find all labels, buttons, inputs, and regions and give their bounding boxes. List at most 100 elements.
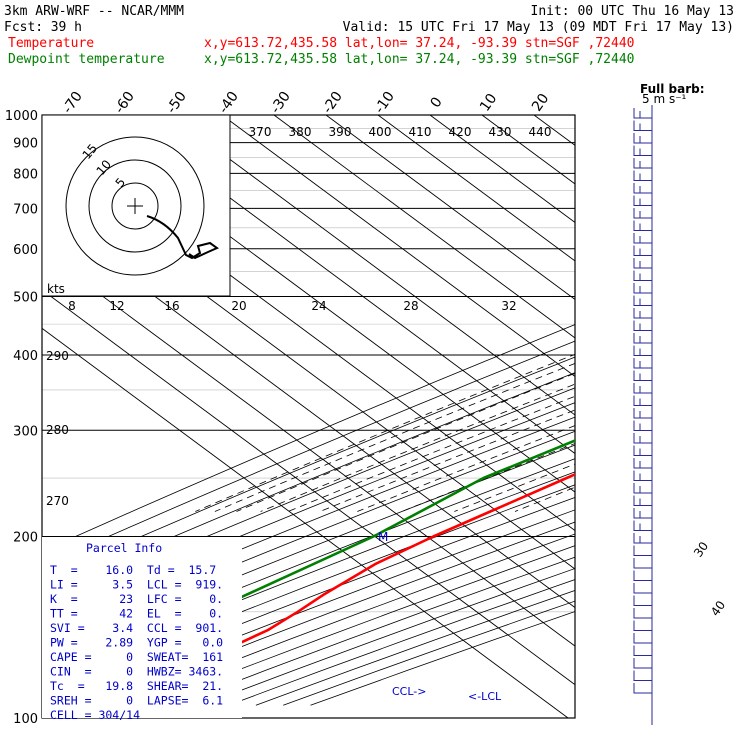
speed-tick-28: 28 bbox=[403, 299, 418, 313]
legend-dewpoint-label: Dewpoint temperature bbox=[8, 52, 165, 67]
temperature-tick--40: -40 bbox=[216, 89, 242, 117]
pressure-tick-300: 300 bbox=[13, 424, 38, 439]
barb-flag bbox=[633, 320, 652, 331]
parcel-info-title: Parcel Info bbox=[86, 541, 162, 555]
wind-barb bbox=[633, 433, 652, 444]
dry-adiabat-440 bbox=[228, 579, 575, 706]
wind-barb bbox=[633, 420, 652, 431]
theta-label-400: 400 bbox=[369, 125, 392, 139]
wind-barb bbox=[633, 570, 652, 581]
temperature-tick--10: -10 bbox=[372, 89, 398, 117]
dry-adiabat-430 bbox=[201, 568, 575, 706]
barb-flag bbox=[633, 258, 652, 269]
wind-barb bbox=[633, 595, 652, 606]
isotherm--130 bbox=[42, 327, 569, 718]
moist-adiabat-18 bbox=[401, 443, 575, 512]
hodograph-ring-2 bbox=[88, 159, 182, 253]
isotherm--20 bbox=[325, 115, 575, 301]
isotherm--110 bbox=[42, 250, 575, 647]
temperature-tick--20: -20 bbox=[320, 89, 346, 117]
dry-adiabat-340 bbox=[42, 458, 575, 670]
plot-frame bbox=[41, 114, 576, 719]
wind-barb bbox=[633, 133, 652, 144]
wind-barb bbox=[633, 633, 652, 644]
barb-flag bbox=[633, 170, 652, 181]
wind-barb bbox=[633, 395, 652, 406]
barb-flag bbox=[633, 308, 652, 319]
wind-barb bbox=[633, 233, 652, 244]
wind-barb bbox=[633, 195, 652, 206]
barb-flag bbox=[633, 495, 652, 506]
barb-flag bbox=[633, 333, 652, 344]
temperature-tick-right-30: 30 bbox=[691, 539, 711, 560]
parcel-info-row-6: CAPE = 0 SWEAT= 161 bbox=[50, 650, 223, 664]
wind-barb bbox=[633, 520, 652, 531]
barb-flag bbox=[633, 420, 652, 431]
parcel-info-row-8: Tc = 19.8 SHEAR= 21. bbox=[50, 679, 223, 693]
wind-barb bbox=[633, 620, 652, 631]
wind-barb bbox=[633, 408, 652, 419]
legend-temperature-label: Temperature bbox=[8, 36, 94, 51]
annotation-ccl: CCL-> bbox=[392, 685, 426, 698]
parcel-info-row-5: PW = 2.89 YGP = 0.0 bbox=[50, 636, 223, 650]
wind-barb bbox=[633, 608, 652, 619]
wind-barb bbox=[633, 270, 652, 281]
wind-barb bbox=[633, 283, 652, 294]
barb-flag bbox=[633, 295, 652, 306]
barb-flag bbox=[633, 570, 652, 581]
dry-adiabat-260 bbox=[42, 340, 575, 567]
annotation-lcl: <-LCL bbox=[468, 690, 502, 703]
wind-barb bbox=[633, 245, 652, 256]
barb-flag bbox=[633, 395, 652, 406]
theta-left-label-280: 280 bbox=[46, 423, 69, 437]
dry-adiabat-320 bbox=[42, 430, 575, 646]
barb-flag bbox=[633, 245, 652, 256]
isotherm--30 bbox=[273, 115, 575, 339]
barb-flag bbox=[633, 608, 652, 619]
valid-time: Valid: 15 UTC Fri 17 May 13 (09 MDT Fri … bbox=[343, 20, 734, 35]
barb-flag bbox=[633, 545, 652, 556]
full-barb-label: Full barb: bbox=[640, 82, 705, 96]
wind-barb bbox=[633, 158, 652, 169]
pressure-tick-200: 200 bbox=[13, 531, 38, 546]
barb-flag bbox=[633, 520, 652, 531]
barb-flag bbox=[633, 283, 652, 294]
barb-flag bbox=[633, 483, 652, 494]
isotherm-30 bbox=[586, 115, 740, 718]
barb-flag bbox=[633, 270, 652, 281]
barb-flag bbox=[633, 558, 652, 569]
dry-adiabat-450 bbox=[255, 590, 575, 706]
theta-label-370: 370 bbox=[249, 125, 272, 139]
theta-label-430: 430 bbox=[489, 125, 512, 139]
wind-barb bbox=[633, 108, 652, 119]
wind-barb bbox=[633, 445, 652, 456]
theta-left-label-290: 290 bbox=[46, 349, 69, 363]
barb-flag bbox=[633, 120, 652, 131]
barb-flag bbox=[633, 345, 652, 356]
moist-adiabat-22 bbox=[454, 463, 575, 512]
wind-barb bbox=[633, 558, 652, 569]
wind-barb bbox=[633, 308, 652, 319]
barb-flag bbox=[633, 583, 652, 594]
legend-dewpoint-info: x,y=613.72,435.58 lat,lon= 37.24, -93.39… bbox=[204, 52, 634, 67]
pressure-tick-100: 100 bbox=[13, 712, 38, 727]
isotherm--40 bbox=[221, 115, 575, 378]
barb-flag bbox=[633, 183, 652, 194]
barb-flag bbox=[633, 433, 652, 444]
annotation-m: M bbox=[378, 530, 388, 544]
speed-tick-12: 12 bbox=[109, 299, 124, 313]
moist-adiabat-2 bbox=[260, 383, 575, 512]
plot-border bbox=[41, 114, 576, 719]
wind-barb bbox=[633, 383, 652, 394]
theta-label-420: 420 bbox=[449, 125, 472, 139]
wind-barb bbox=[633, 295, 652, 306]
speed-tick-20: 20 bbox=[231, 299, 246, 313]
dry-adiabat-330 bbox=[42, 444, 575, 658]
barb-flag bbox=[633, 533, 652, 544]
dry-adiabat-300 bbox=[42, 402, 575, 621]
isotherm--10 bbox=[377, 115, 575, 262]
parcel-info-row-9: SREH = 0 LAPSE= 6.1 bbox=[50, 694, 223, 708]
wind-barb bbox=[633, 370, 652, 381]
parcel-info-row-2: K = 23 LFC = 0. bbox=[50, 592, 223, 606]
